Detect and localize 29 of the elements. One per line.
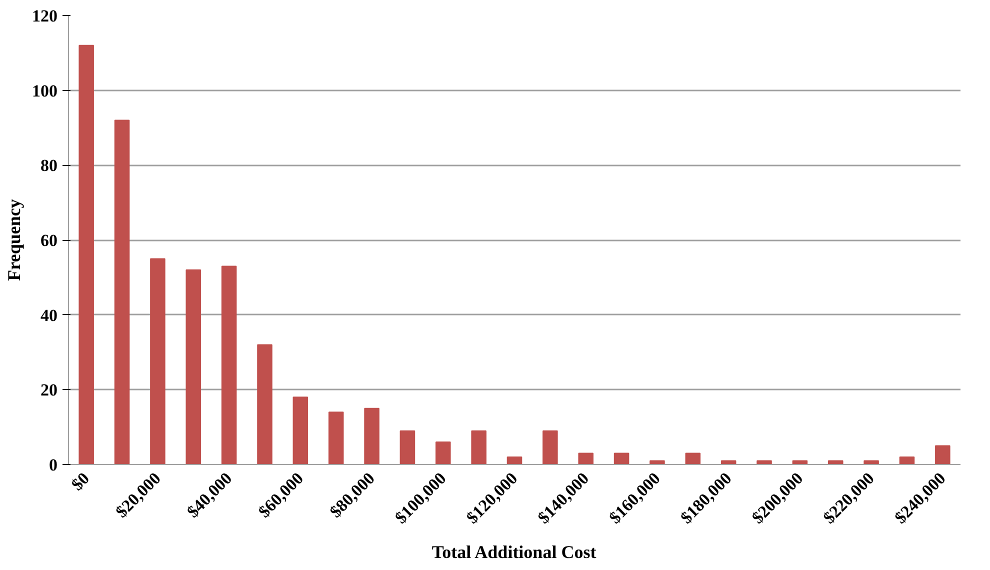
y-tick-label: 60: [40, 231, 58, 250]
bar: [506, 456, 522, 464]
bar: [935, 445, 950, 464]
bar: [221, 266, 237, 464]
y-tick-label: 120: [32, 6, 58, 26]
bar: [400, 430, 416, 464]
y-tick-label: 100: [32, 81, 58, 100]
bar: [328, 412, 344, 464]
y-tick-label: 40: [40, 306, 58, 325]
y-tick-label: 80: [40, 156, 58, 176]
bar: [685, 452, 701, 464]
bar: [78, 44, 94, 464]
bar: [364, 408, 380, 464]
bar: [292, 396, 308, 464]
bar: [542, 430, 558, 464]
y-tick-label: 0: [49, 456, 58, 474]
bar: [471, 430, 486, 464]
bar: [186, 269, 202, 464]
bar: [436, 442, 451, 464]
bar: [114, 120, 130, 464]
bar: [257, 344, 272, 464]
x-tick-label: $0: [68, 468, 94, 494]
y-tick-label: 20: [40, 380, 58, 400]
y-axis-title: Frequency: [4, 199, 24, 281]
bar: [614, 452, 630, 464]
bar: [150, 258, 166, 464]
bar: [578, 452, 594, 464]
x-axis-title: Total Additional Cost: [432, 542, 596, 562]
bar: [899, 456, 915, 464]
